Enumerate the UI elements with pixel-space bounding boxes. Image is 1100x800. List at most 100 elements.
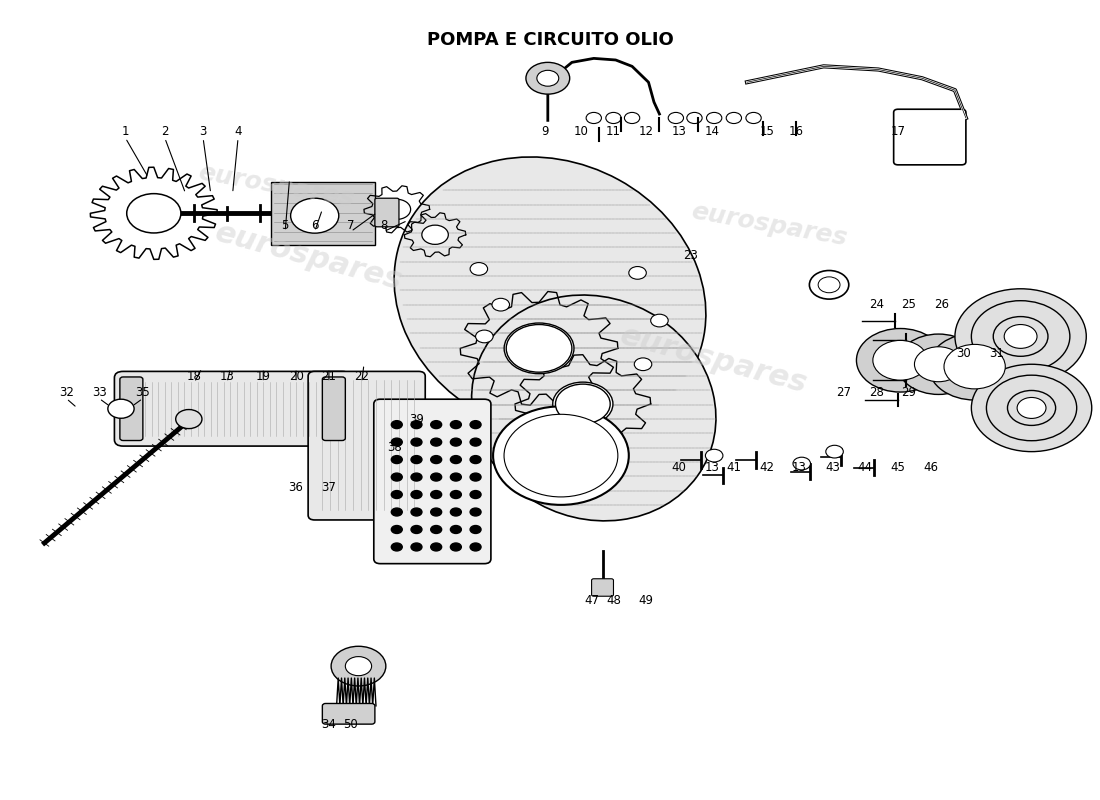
Ellipse shape	[472, 295, 716, 521]
Circle shape	[818, 277, 840, 293]
Text: 8: 8	[379, 218, 387, 232]
Text: 20: 20	[288, 370, 304, 382]
Text: 17: 17	[891, 125, 905, 138]
FancyBboxPatch shape	[120, 377, 143, 441]
Circle shape	[526, 62, 570, 94]
FancyBboxPatch shape	[322, 703, 375, 724]
Circle shape	[606, 113, 621, 123]
Ellipse shape	[394, 157, 706, 437]
Circle shape	[431, 490, 441, 498]
Circle shape	[928, 334, 1021, 400]
Circle shape	[873, 341, 927, 380]
Text: 46: 46	[923, 461, 938, 474]
Text: 37: 37	[321, 481, 337, 494]
Circle shape	[431, 421, 441, 429]
Circle shape	[1008, 390, 1056, 426]
Circle shape	[470, 490, 481, 498]
Circle shape	[470, 262, 487, 275]
Text: 19: 19	[256, 370, 271, 382]
Text: 35: 35	[135, 386, 151, 398]
Circle shape	[857, 329, 944, 392]
Text: 25: 25	[902, 298, 916, 311]
Text: 28: 28	[869, 386, 883, 398]
Circle shape	[504, 414, 618, 497]
Circle shape	[470, 438, 481, 446]
Text: 24: 24	[869, 298, 883, 311]
Text: 10: 10	[573, 125, 588, 138]
Circle shape	[629, 266, 647, 279]
Circle shape	[431, 473, 441, 481]
Circle shape	[450, 526, 461, 534]
Circle shape	[392, 526, 403, 534]
Circle shape	[392, 473, 403, 481]
Text: 45: 45	[891, 461, 905, 474]
Circle shape	[993, 317, 1048, 356]
Circle shape	[635, 358, 652, 370]
Polygon shape	[271, 182, 375, 245]
Circle shape	[392, 490, 403, 498]
Circle shape	[392, 456, 403, 463]
Text: 30: 30	[956, 347, 971, 361]
FancyBboxPatch shape	[893, 110, 966, 165]
Circle shape	[668, 113, 683, 123]
Circle shape	[411, 438, 422, 446]
Circle shape	[331, 646, 386, 686]
Circle shape	[826, 446, 844, 458]
Circle shape	[411, 421, 422, 429]
Circle shape	[1018, 398, 1046, 418]
Circle shape	[706, 113, 722, 123]
Circle shape	[475, 330, 493, 342]
Text: 16: 16	[789, 125, 804, 138]
Text: 14: 14	[704, 125, 719, 138]
Circle shape	[686, 113, 702, 123]
Circle shape	[470, 508, 481, 516]
Circle shape	[450, 490, 461, 498]
Text: 13: 13	[220, 370, 234, 382]
Circle shape	[896, 334, 980, 394]
Text: 42: 42	[759, 461, 774, 474]
Circle shape	[450, 473, 461, 481]
Circle shape	[392, 508, 403, 516]
Circle shape	[450, 438, 461, 446]
Circle shape	[411, 456, 422, 463]
Circle shape	[383, 199, 410, 219]
Text: 26: 26	[934, 298, 949, 311]
Text: 27: 27	[836, 386, 850, 398]
Circle shape	[971, 364, 1091, 452]
Circle shape	[746, 113, 761, 123]
Circle shape	[493, 406, 629, 505]
Text: 18: 18	[187, 370, 201, 382]
Circle shape	[944, 344, 1005, 389]
Circle shape	[421, 225, 449, 244]
Circle shape	[108, 399, 134, 418]
Circle shape	[392, 421, 403, 429]
Text: 13: 13	[792, 461, 807, 474]
Text: 43: 43	[825, 461, 839, 474]
Circle shape	[431, 508, 441, 516]
Text: eurospares: eurospares	[689, 200, 849, 250]
Text: 50: 50	[343, 718, 359, 730]
Circle shape	[431, 438, 441, 446]
Text: 48: 48	[606, 594, 620, 606]
Circle shape	[392, 438, 403, 446]
Text: 3: 3	[199, 125, 207, 138]
Text: 36: 36	[288, 481, 304, 494]
Text: 12: 12	[639, 125, 653, 138]
Text: POMPA E CIRCUITO OLIO: POMPA E CIRCUITO OLIO	[427, 30, 673, 49]
Circle shape	[556, 384, 610, 424]
Circle shape	[625, 113, 640, 123]
FancyBboxPatch shape	[375, 198, 399, 227]
Circle shape	[504, 323, 574, 374]
Text: 11: 11	[606, 125, 621, 138]
Circle shape	[392, 543, 403, 551]
FancyBboxPatch shape	[374, 399, 491, 564]
Text: 29: 29	[902, 386, 916, 398]
Circle shape	[552, 382, 613, 426]
Circle shape	[411, 490, 422, 498]
Text: 13: 13	[672, 125, 686, 138]
Circle shape	[450, 456, 461, 463]
Circle shape	[290, 198, 339, 233]
Circle shape	[537, 70, 559, 86]
FancyBboxPatch shape	[322, 377, 345, 441]
Circle shape	[470, 526, 481, 534]
